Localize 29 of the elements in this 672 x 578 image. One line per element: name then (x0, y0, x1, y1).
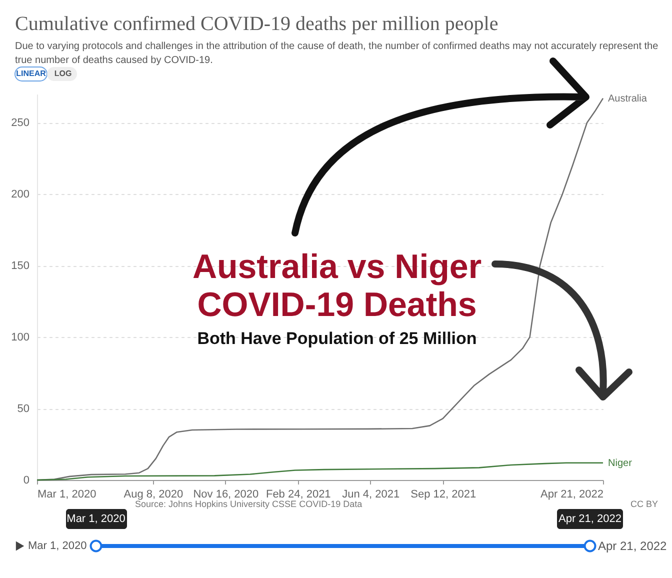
source-note: Source: Johns Hopkins University CSSE COVID-19 Data (135, 499, 362, 509)
x-tick-label: Mar 1, 2020 (38, 488, 96, 500)
text: Mar 1, 2020 (66, 513, 126, 525)
annotation: Australia vs Niger (192, 248, 482, 286)
x-tick-label: Aug 8, 2020 (124, 488, 184, 500)
y-tick-label: 250 (11, 117, 30, 130)
x-tick-label: Nov 16, 2020 (193, 488, 259, 500)
y-tick-label: 150 (11, 260, 30, 272)
series-label: Niger (608, 458, 633, 469)
text: Apr 21, 2022 (598, 539, 668, 553)
y-tick-label: 0 (23, 474, 30, 486)
x-tick-label: Feb 24, 2021 (266, 488, 331, 500)
text: Apr 21, 2022 (558, 513, 622, 525)
y-tick-label: 100 (11, 332, 30, 344)
x-tick-label: Sep 12, 2021 (410, 488, 476, 500)
series-label: Australia (608, 93, 648, 104)
text: Mar 1, 2020 (28, 540, 87, 552)
text: LINEAR (16, 69, 46, 78)
y-tick-label: 200 (11, 188, 30, 201)
text: CC BY (630, 499, 658, 509)
chart-title: Cumulative confirmed COVID-19 deaths per million people (15, 13, 498, 35)
line-series (36, 462, 604, 481)
annotation: Both Have Population of 25 Million (197, 329, 477, 348)
chart-subtitle: Due to varying protocols and challenges in the attribution of the cause of death, the number of confirmed deaths may not accurately represent the true number of deaths caused by COVID-19. (15, 41, 659, 66)
x-tick-label: Jun 4, 2021 (342, 488, 400, 500)
annotation: COVID-19 Deaths (197, 286, 477, 324)
x-tick-label: Apr 21, 2022 (540, 488, 604, 500)
y-tick-label: 50 (17, 403, 30, 416)
text: LOG (54, 69, 72, 78)
